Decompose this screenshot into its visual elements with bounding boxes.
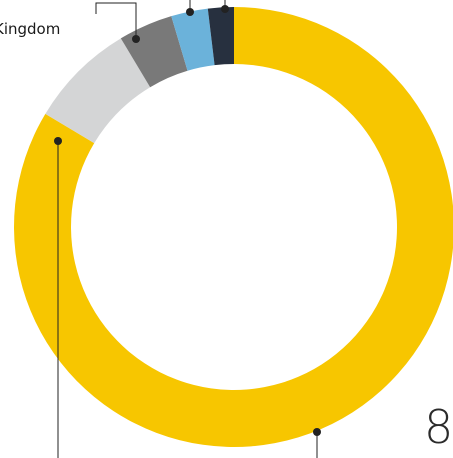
donut-slice-3 xyxy=(120,16,188,88)
donut-slice-4 xyxy=(171,8,215,71)
leader-dot-2 xyxy=(54,137,62,145)
donut-slice-5 xyxy=(207,7,234,66)
leader-dot-5 xyxy=(221,5,229,13)
leader-lines-group xyxy=(54,0,321,458)
donut-slice-2 xyxy=(45,38,151,144)
leader-dot-4 xyxy=(186,8,194,16)
leader-dot-3 xyxy=(132,35,140,43)
primary-value-label: 8 xyxy=(424,400,453,454)
uk-callout-label: Kingdom xyxy=(0,20,61,38)
slices-group xyxy=(14,7,453,447)
leader-dot-1 xyxy=(313,428,321,436)
leader-line-3 xyxy=(95,2,137,39)
